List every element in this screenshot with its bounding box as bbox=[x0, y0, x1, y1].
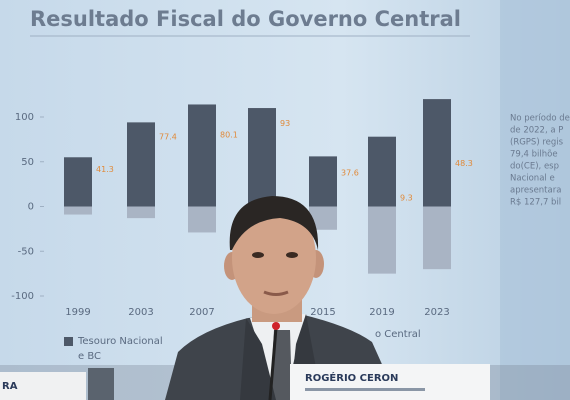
net-value-label: 41.3 bbox=[96, 165, 114, 174]
nameplate-name: ROGÉRIO CERON bbox=[305, 371, 398, 384]
legend: Tesouro Nacional e BC bbox=[64, 334, 168, 364]
chart-title: Resultado Fiscal do Governo Central bbox=[30, 7, 461, 31]
projected-chart: 100 50 0 -50 -100 1999 2003 2007 2015 2019 2023 41.… bbox=[11, 99, 473, 318]
nameplate bbox=[290, 364, 490, 400]
side-text-line: de 2022, a P bbox=[510, 126, 563, 136]
side-text: No período de de 2022, a P (RGPS) regis 79,… bbox=[510, 114, 570, 208]
x-tick-label: 2007 bbox=[189, 307, 214, 318]
lapel-left bbox=[240, 318, 276, 400]
eye-right bbox=[286, 252, 298, 258]
bar bbox=[368, 206, 396, 274]
x-tick-label: 1999 bbox=[65, 307, 90, 318]
net-value-label: 37.6 bbox=[341, 168, 359, 177]
net-value-label: 48.3 bbox=[455, 159, 473, 168]
bar bbox=[64, 157, 92, 207]
net-value-label: 93 bbox=[280, 119, 290, 128]
side-text-line: Nacional e bbox=[510, 174, 555, 184]
eye-left bbox=[252, 252, 264, 258]
y-tick-label: 50 bbox=[21, 157, 34, 168]
net-value-label: 80.1 bbox=[220, 130, 238, 139]
nameplate-left bbox=[0, 372, 86, 400]
person bbox=[165, 196, 398, 400]
side-text-line: (RGPS) regis bbox=[510, 138, 564, 148]
nameplate-subtitle bbox=[305, 388, 425, 391]
y-tick-label: -50 bbox=[18, 246, 34, 257]
bar bbox=[309, 156, 337, 207]
side-text-line: 79,4 bilhõe bbox=[510, 150, 558, 160]
bar bbox=[188, 206, 216, 233]
nameplate-left-text: RA bbox=[2, 381, 18, 392]
mouth bbox=[263, 290, 289, 296]
bar bbox=[248, 108, 276, 207]
bar bbox=[64, 206, 92, 215]
y-tick-label: 0 bbox=[28, 202, 34, 213]
bar bbox=[127, 206, 155, 219]
side-text-line: R$ 127,7 bil bbox=[510, 198, 561, 208]
screen-edge bbox=[500, 0, 570, 400]
net-value-label: 77.4 bbox=[159, 133, 177, 142]
legend-fragment: o Central bbox=[375, 329, 421, 340]
bar bbox=[188, 104, 216, 207]
bar bbox=[423, 99, 451, 207]
bar bbox=[127, 122, 155, 207]
bar bbox=[368, 136, 396, 207]
bar bbox=[309, 206, 337, 230]
side-text-line: apresentara bbox=[510, 186, 561, 196]
bar bbox=[423, 206, 451, 270]
side-text-line: do(CE), esp bbox=[510, 162, 559, 172]
y-tick-label: 100 bbox=[15, 112, 34, 123]
x-tick-label: 2015 bbox=[310, 307, 335, 318]
legend-swatch bbox=[64, 337, 73, 346]
hair bbox=[229, 196, 319, 250]
legend-label: Tesouro Nacional e BC bbox=[78, 336, 163, 362]
x-tick-label: 2023 bbox=[424, 307, 449, 318]
monitor bbox=[88, 368, 114, 400]
face bbox=[232, 202, 316, 314]
net-value-label: 9.3 bbox=[400, 194, 413, 203]
x-tick-label: 2019 bbox=[369, 307, 394, 318]
y-tick-label: -100 bbox=[11, 291, 34, 302]
microphone-tip bbox=[272, 322, 280, 330]
x-tick-label: 2003 bbox=[128, 307, 153, 318]
side-text-line: No período de bbox=[510, 114, 570, 124]
microphone-stem bbox=[268, 327, 278, 400]
